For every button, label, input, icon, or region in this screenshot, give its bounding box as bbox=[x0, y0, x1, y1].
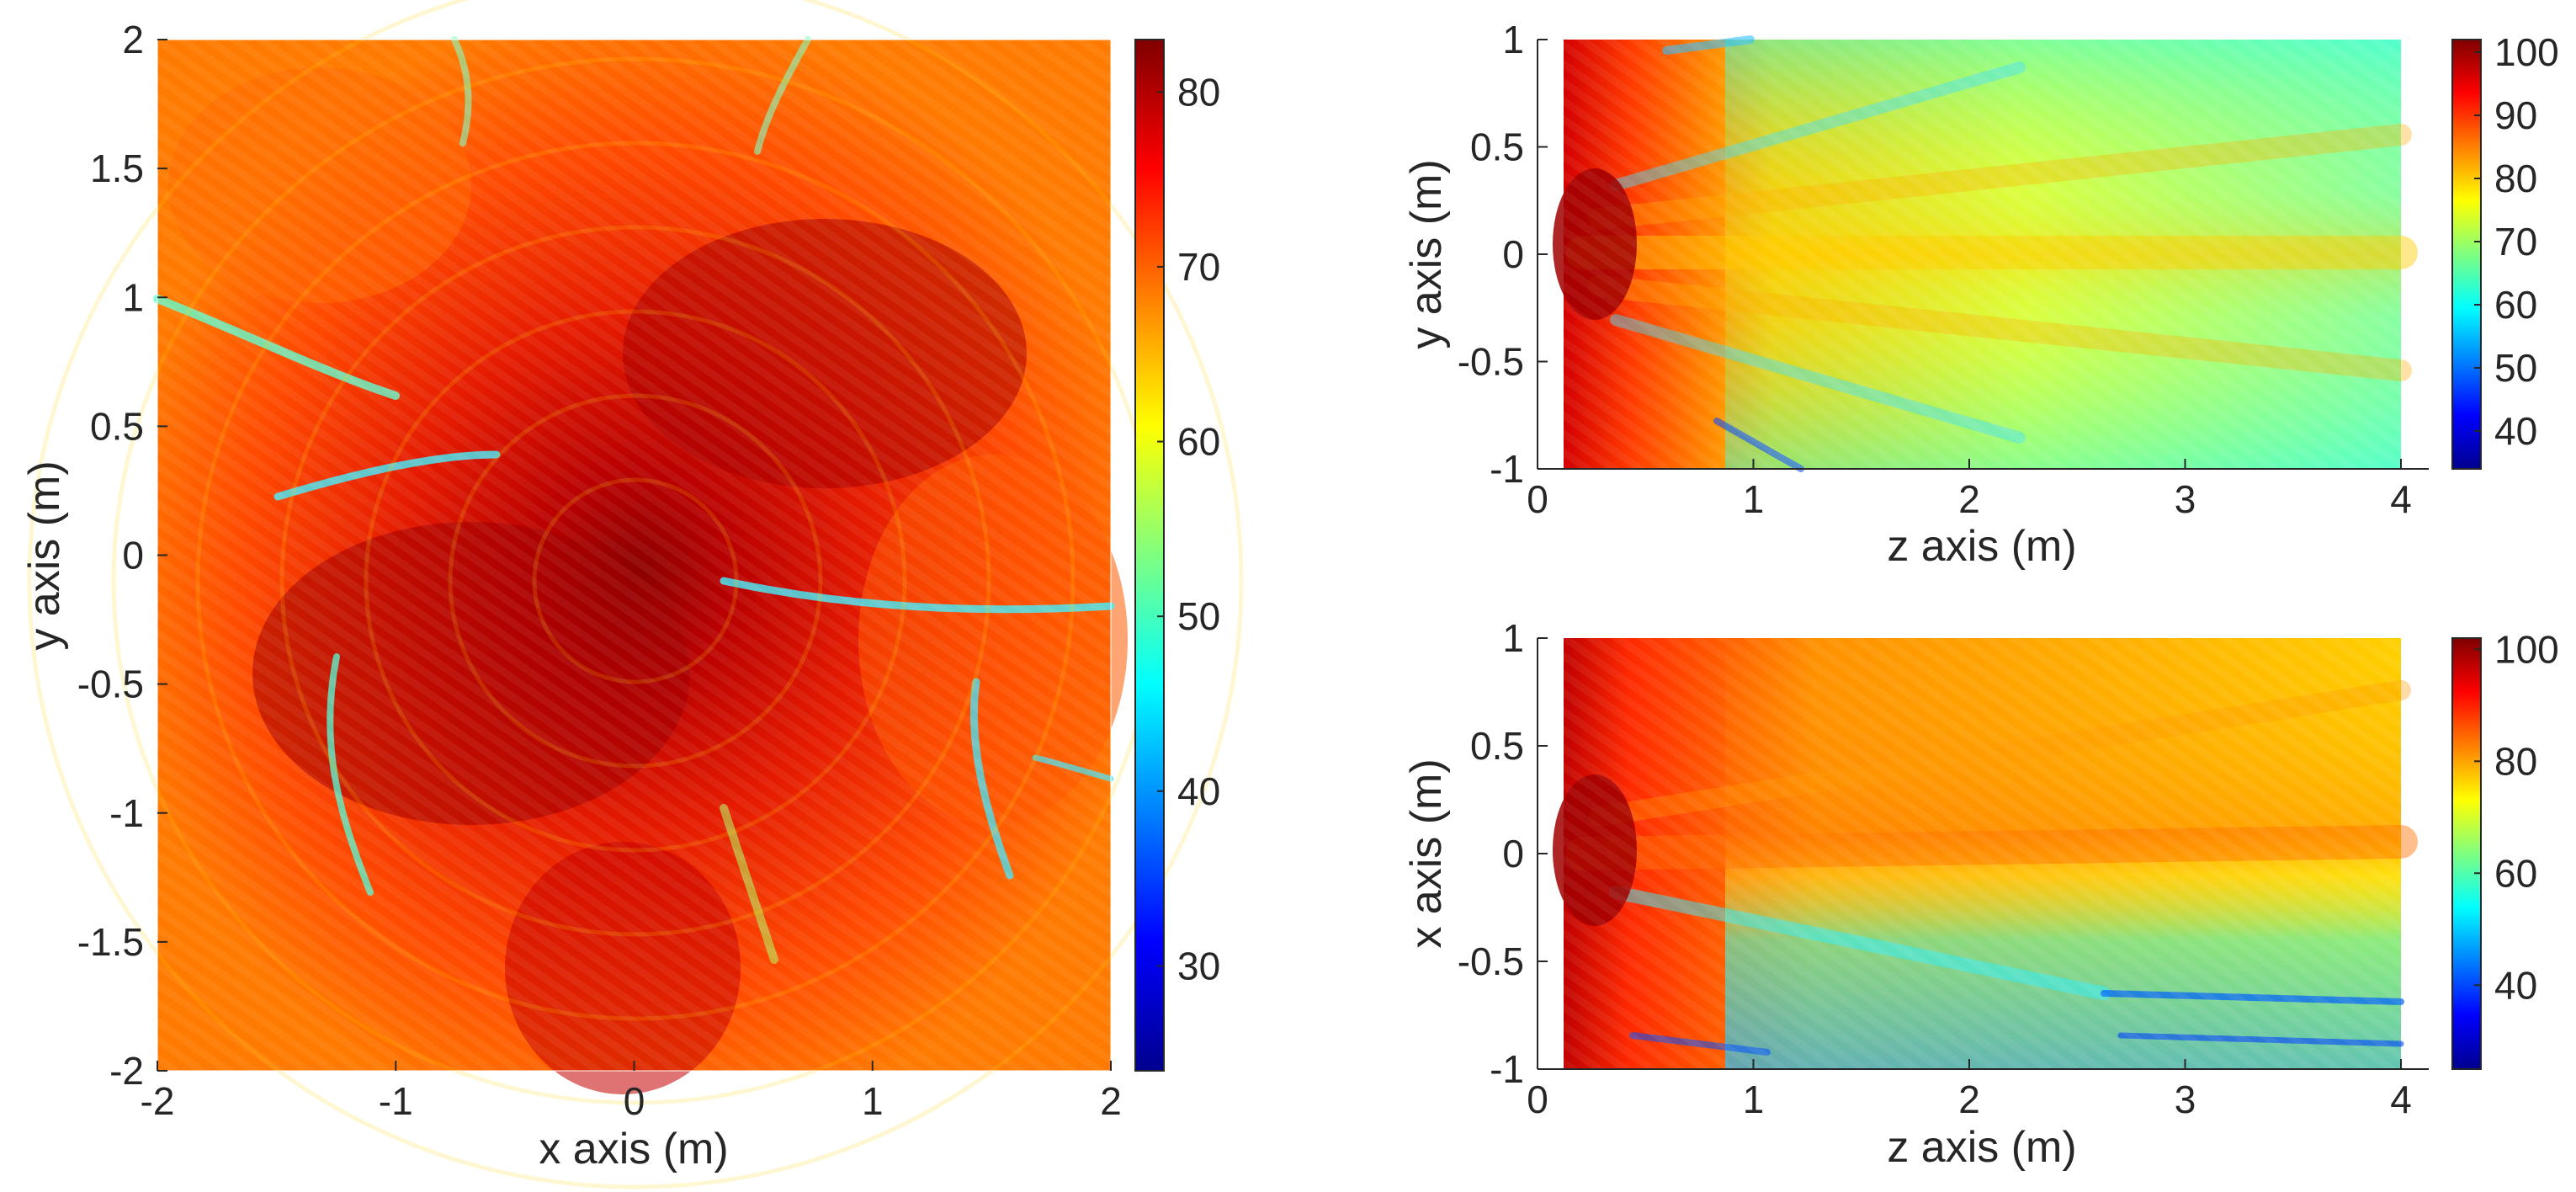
plot-zx-ytick-label: 1 bbox=[1502, 616, 1524, 660]
plot-zx-colorbar-ticks: 40 60 80 100 bbox=[2474, 627, 2559, 1007]
plot-zy-xlabel: z axis (m) bbox=[1887, 522, 2076, 571]
plot-zx-colorbar-tick-label: 80 bbox=[2494, 739, 2537, 783]
plot-xy-colorbar-tick-label: 80 bbox=[1177, 70, 1220, 114]
plot-zx-ytick-label: -0.5 bbox=[1458, 939, 1524, 983]
plot-zy-colorbar-frame bbox=[2451, 39, 2482, 470]
plot-xy-colorbar: 30 40 50 60 70 80 bbox=[1134, 39, 1220, 1072]
plot-xy-xtick-label: 1 bbox=[862, 1079, 884, 1123]
plot-xy-colorbar-frame bbox=[1134, 39, 1165, 1072]
plot-zy-ytick-label: 1 bbox=[1502, 18, 1524, 61]
plot-zy-colorbar-tick-label: 100 bbox=[2494, 30, 2559, 74]
plot-zy-colorbar-tick-label: 40 bbox=[2494, 409, 2537, 453]
plot-zx-colorbar: 40 60 80 100 bbox=[2451, 627, 2559, 1070]
plot-xy-ytick-label: 0 bbox=[122, 534, 144, 577]
plot-zx-xtick-label: 4 bbox=[2390, 1078, 2412, 1121]
plot-zx-xtick-label: 2 bbox=[1958, 1078, 1980, 1121]
plot-zy-fringe-texture bbox=[1564, 40, 2401, 469]
plot-zx-ytick-label: 0.5 bbox=[1470, 724, 1524, 768]
plot-zy-xtick-label: 1 bbox=[1743, 477, 1765, 521]
plot-xy-colorbar-tick-label: 30 bbox=[1177, 944, 1220, 987]
plot-xy-ytick-label: 1 bbox=[122, 275, 144, 319]
plot-zy-xtick-label: 0 bbox=[1527, 477, 1548, 521]
plot-zx-axes: 0 1 2 3 4 -1 -0.5 0 0.5 1 bbox=[1458, 616, 2429, 1121]
plot-zx-colorbar-tick-label: 100 bbox=[2494, 627, 2559, 671]
plot-zx-fringe-texture bbox=[1564, 638, 2401, 1069]
plot-xy-xtick-label: -1 bbox=[379, 1079, 413, 1123]
plot-xy-ytick-label: -1 bbox=[109, 791, 144, 835]
plot-xy-xtick-label: 2 bbox=[1100, 1079, 1122, 1123]
plot-zy-axes: 0 1 2 3 4 -1 -0.5 0 0.5 1 bbox=[1458, 18, 2429, 521]
plot-xy-ytick-label: -2 bbox=[109, 1049, 144, 1093]
plot-zy-ytick-label: 0.5 bbox=[1470, 125, 1524, 169]
plot-zx-xtick-label: 1 bbox=[1743, 1078, 1765, 1121]
plot-xy-colorbar-ramp bbox=[1135, 40, 1164, 1071]
plot-zx-colorbar-frame bbox=[2451, 637, 2482, 1070]
plot-zy-colorbar-tick-label: 80 bbox=[2494, 157, 2537, 200]
plot-xy-colorbar-ticks: 30 40 50 60 70 80 bbox=[1157, 70, 1220, 987]
plot-zy-ytick-label: -1 bbox=[1490, 447, 1524, 491]
plot-zx: 0 1 2 3 4 -1 -0.5 0 0.5 1 z axis (m) x axis (m) bbox=[1402, 616, 2429, 1172]
plot-xy-ylabel: y axis (m) bbox=[20, 460, 69, 650]
plot-zx-colorbar-tick-label: 40 bbox=[2494, 963, 2537, 1007]
plot-xy-axes: -2 -1 0 1 2 -2 -1.5 -1 -0.5 0 0.5 1 1.5 2 bbox=[77, 18, 1122, 1123]
plot-zy-ylabel: y axis (m) bbox=[1402, 159, 1451, 349]
plot-zy-heatmap bbox=[1553, 35, 2418, 472]
plot-xy-ytick-label: 1.5 bbox=[90, 146, 144, 190]
plot-zx-heatmap bbox=[1553, 638, 2418, 1069]
plot-zx-xtick-label: 0 bbox=[1527, 1078, 1548, 1121]
plot-zy-colorbar-tick-label: 70 bbox=[2494, 220, 2537, 263]
plot-zx-ytick-label: 0 bbox=[1502, 832, 1524, 875]
plot-xy-ring bbox=[27, 0, 1244, 1189]
plot-zy: 0 1 2 3 4 -1 -0.5 0 0.5 1 z axis (m) y axis (m) bbox=[1402, 18, 2429, 571]
plot-zy-colorbar-ramp bbox=[2452, 40, 2481, 469]
plot-zy-colorbar-tick-label: 60 bbox=[2494, 283, 2537, 327]
plot-zx-xtick-label: 3 bbox=[2175, 1078, 2196, 1121]
plot-zy-colorbar-tick-label: 90 bbox=[2494, 93, 2537, 137]
plot-xy-ytick-label: -1.5 bbox=[77, 920, 144, 964]
plot-zx-xlabel: z axis (m) bbox=[1887, 1123, 2076, 1172]
plot-zx-ytick-label: -1 bbox=[1490, 1047, 1524, 1091]
plot-xy-colorbar-tick-label: 60 bbox=[1177, 420, 1220, 464]
plot-xy: -2 -1 0 1 2-2-1.5-1-0.500.511.52 x axis (m) … bbox=[20, 0, 1244, 1189]
plot-xy-ytick-label: 2 bbox=[122, 18, 144, 61]
plot-xy-xtick-label: -2 bbox=[141, 1079, 175, 1123]
plot-xy-ytick-label: 0.5 bbox=[90, 404, 144, 448]
plot-zy-colorbar-ticks: 40 50 60 70 80 90 100 bbox=[2474, 30, 2559, 453]
plot-zy-ytick-label: 0 bbox=[1502, 232, 1524, 276]
plot-zx-colorbar-tick-label: 60 bbox=[2494, 851, 2537, 895]
plot-zy-colorbar: 40 50 60 70 80 90 100 bbox=[2451, 30, 2559, 470]
plot-xy-colorbar-tick-label: 70 bbox=[1177, 245, 1220, 289]
plot-zx-colorbar-ramp bbox=[2452, 638, 2481, 1069]
plot-xy-colorbar-tick-label: 40 bbox=[1177, 769, 1220, 813]
plot-xy-xlabel: x axis (m) bbox=[539, 1125, 728, 1173]
plot-zy-xtick-label: 2 bbox=[1958, 477, 1980, 521]
plot-zy-xtick-label: 4 bbox=[2390, 477, 2412, 521]
plot-xy-colorbar-tick-label: 50 bbox=[1177, 594, 1220, 638]
plot-xy-xtick-label: 0 bbox=[624, 1079, 645, 1123]
plot-zy-xtick-label: 3 bbox=[2175, 477, 2196, 521]
plot-xy-heatmap bbox=[27, 0, 1244, 1189]
plot-zy-ytick-label: -0.5 bbox=[1458, 340, 1524, 384]
plot-xy-ytick-label: -0.5 bbox=[77, 663, 144, 706]
plot-zy-colorbar-tick-label: 50 bbox=[2494, 346, 2537, 390]
plot-xy-fringe-texture bbox=[157, 40, 1111, 1071]
plot-zx-ylabel: x axis (m) bbox=[1402, 758, 1451, 948]
